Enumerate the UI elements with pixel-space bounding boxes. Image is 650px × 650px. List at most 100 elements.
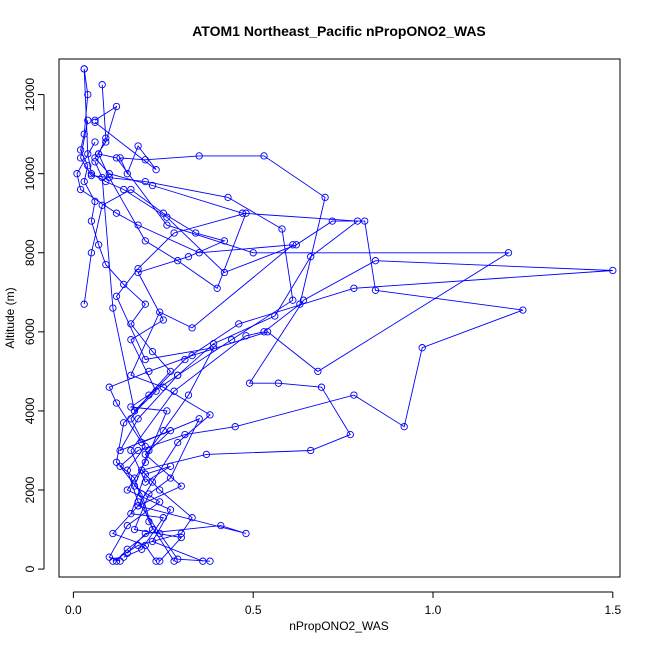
- data-point: [94, 150, 103, 158]
- data-point: [289, 241, 297, 249]
- data-point: [350, 391, 358, 399]
- data-point: [317, 383, 326, 391]
- series-9: [76, 116, 297, 565]
- data-point: [123, 486, 131, 494]
- data-point: [105, 383, 113, 391]
- y-tick-label: 4000: [23, 397, 37, 424]
- x-axis-label: nPropONO2_WAS: [289, 619, 389, 633]
- data-point: [130, 482, 139, 490]
- data-point: [91, 118, 99, 126]
- data-point: [84, 116, 92, 124]
- plot-area: [73, 65, 617, 565]
- data-point: [418, 344, 426, 352]
- data-point: [274, 379, 283, 387]
- data-point: [353, 217, 362, 225]
- data-point: [245, 379, 254, 387]
- series-6: [91, 118, 329, 561]
- data-point: [220, 237, 229, 245]
- data-point: [260, 328, 268, 336]
- data-point: [87, 249, 96, 257]
- data-point: [127, 185, 135, 194]
- data-point: [156, 308, 164, 316]
- data-point: [80, 177, 88, 186]
- data-point: [141, 541, 149, 550]
- data-point: [80, 65, 88, 73]
- series-line: [94, 105, 359, 562]
- data-point: [156, 557, 164, 565]
- data-point: [138, 438, 146, 447]
- data-point: [141, 450, 149, 459]
- data-point: [141, 237, 149, 245]
- data-point: [152, 557, 160, 565]
- x-axis: 0.0 0.5 1.0 1.5: [65, 591, 621, 617]
- series-10: [80, 185, 229, 565]
- data-point: [112, 458, 121, 466]
- data-point: [87, 171, 96, 180]
- data-point: [116, 462, 124, 470]
- data-point: [91, 154, 99, 162]
- data-point: [134, 268, 142, 277]
- data-point: [166, 506, 175, 514]
- data-point: [159, 316, 167, 324]
- data-point: [192, 229, 200, 237]
- data-point: [235, 320, 243, 328]
- data-point: [217, 521, 225, 530]
- data-point: [152, 387, 160, 395]
- data-point: [116, 154, 124, 162]
- data-point: [76, 146, 85, 154]
- data-point: [80, 300, 88, 308]
- data-point: [195, 415, 203, 423]
- data-point: [188, 514, 196, 522]
- x-tick-label: 1.0: [425, 603, 442, 617]
- data-point: [163, 407, 171, 415]
- y-tick-label: 2000: [23, 476, 37, 503]
- plot-frame: [58, 58, 621, 578]
- data-point: [307, 446, 315, 455]
- series-line: [83, 188, 226, 562]
- data-point: [112, 102, 121, 111]
- data-point: [299, 296, 308, 304]
- data-point: [145, 517, 153, 526]
- data-point: [519, 306, 527, 314]
- data-point: [174, 438, 182, 447]
- data-point: [328, 217, 336, 225]
- data-point: [213, 284, 221, 292]
- data-point: [231, 423, 239, 431]
- data-point: [116, 557, 124, 565]
- data-point: [134, 142, 142, 150]
- data-point: [145, 367, 153, 376]
- data-point: [260, 152, 268, 160]
- data-point: [141, 478, 149, 486]
- data-point: [195, 249, 203, 257]
- series-3: [91, 158, 617, 565]
- data-point: [127, 371, 135, 379]
- data-point: [105, 553, 113, 561]
- data-point: [350, 284, 358, 292]
- data-point: [134, 502, 142, 510]
- data-point: [130, 474, 139, 482]
- data-point: [87, 217, 96, 225]
- data-point: [156, 486, 164, 494]
- data-point: [609, 266, 617, 275]
- series-line: [98, 153, 247, 562]
- data-point: [98, 201, 106, 209]
- data-point: [134, 446, 142, 455]
- series-line: [94, 121, 326, 558]
- data-point: [94, 241, 103, 249]
- data-point: [321, 193, 329, 202]
- data-point: [141, 529, 149, 538]
- y-axis: 0 2000 4000 6000 8000 10000 12000: [23, 78, 45, 572]
- data-point: [112, 209, 121, 217]
- data-point: [181, 430, 189, 439]
- data-point: [130, 525, 139, 534]
- data-point: [76, 185, 85, 194]
- data-point: [148, 478, 157, 486]
- data-point: [73, 170, 81, 178]
- x-tick-label: 1.5: [604, 603, 621, 617]
- data-point: [195, 152, 203, 160]
- data-point: [170, 229, 178, 237]
- data-point: [112, 292, 121, 300]
- data-point: [148, 537, 157, 546]
